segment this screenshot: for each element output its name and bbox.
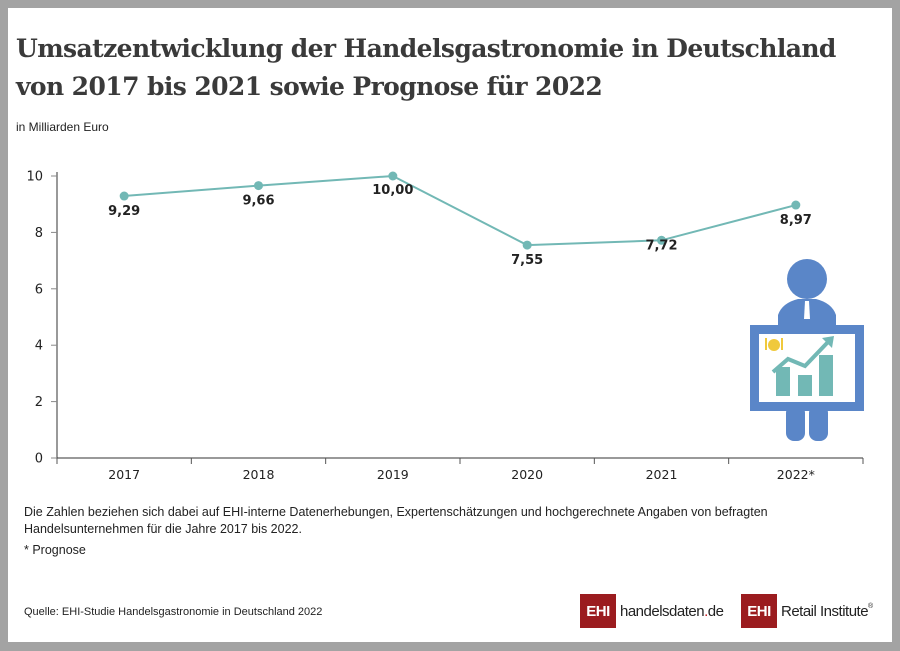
line-chart: 0 2 4 6 8 10 2017 2018 2019 2020 2021 2022* 9,29 9,66…	[26, 170, 864, 482]
logo-tld: de	[707, 602, 724, 620]
logo-handelsdaten[interactable]: EHI handelsdaten.de	[580, 594, 724, 628]
person-leg-right	[809, 405, 828, 441]
logo-text-main: handelsdaten	[620, 602, 705, 620]
data-label: 7,55	[511, 253, 543, 268]
board-trend-line	[771, 340, 830, 374]
board-trend-arrow-icon	[822, 336, 834, 348]
data-label: 9,66	[242, 194, 274, 209]
data-point	[254, 181, 263, 191]
data-label: 7,72	[645, 238, 677, 253]
y-tick-label: 10	[26, 170, 43, 185]
data-point	[657, 235, 666, 245]
x-tick-label: 2018	[243, 467, 275, 482]
person-tie	[804, 301, 810, 319]
data-label: 9,29	[108, 204, 140, 219]
registered-mark: ®	[868, 602, 873, 610]
person-leg-left	[786, 405, 805, 441]
board-bar-2	[798, 375, 812, 396]
chart-note: Die Zahlen beziehen sich dabei auf EHI-i…	[24, 504, 824, 559]
data-label: 8,97	[780, 213, 812, 228]
y-tick-label: 4	[35, 339, 43, 354]
x-tick-label: 2019	[377, 467, 409, 482]
logo-retail-institute[interactable]: EHI Retail Institute®	[741, 594, 873, 628]
data-point	[791, 200, 801, 210]
unit-label: in Milliarden Euro	[16, 120, 109, 134]
fork-icon	[765, 338, 767, 350]
logo-text-main: Retail Institute	[781, 602, 869, 620]
y-tick-label: 0	[35, 452, 43, 467]
data-point	[119, 191, 129, 201]
x-tick-label: 2021	[646, 467, 678, 482]
source-note: Quelle: EHI-Studie Handelsgastronomie in…	[24, 606, 323, 618]
chart-title: Umsatzentwicklung der Handelsgastronomie…	[16, 30, 836, 106]
x-tick-label: 2017	[108, 467, 140, 482]
board-bar-1	[776, 367, 790, 396]
board-bar-3	[819, 355, 833, 396]
person-head	[787, 259, 827, 299]
ehi-badge: EHI	[580, 594, 616, 628]
data-label: 10,00	[372, 183, 413, 198]
logo-text: handelsdaten.de	[620, 602, 724, 620]
presenter-with-chart-board-icon	[750, 259, 864, 441]
series-line	[124, 174, 797, 247]
logo-text: Retail Institute®	[781, 603, 873, 620]
plate-icon	[768, 339, 780, 351]
logo-dot: .	[704, 602, 708, 620]
y-tick-label: 8	[35, 226, 43, 241]
ehi-badge: EHI	[741, 594, 777, 628]
x-tick-label: 2020	[511, 467, 543, 482]
chart-card	[8, 8, 892, 642]
y-tick-label: 6	[35, 282, 43, 297]
knife-icon	[781, 338, 783, 350]
methodology-note: Die Zahlen beziehen sich dabei auf EHI-i…	[24, 505, 768, 536]
y-tick-label: 2	[35, 395, 43, 410]
title-line-1: Umsatzentwicklung der Handelsgastronomie…	[16, 34, 836, 63]
data-point	[388, 171, 398, 181]
x-tick-label: 2022*	[777, 467, 815, 482]
title-line-2: von 2017 bis 2021 sowie Prognose für 202…	[16, 72, 603, 101]
footnote-forecast: * Prognose	[24, 543, 86, 557]
data-point	[522, 240, 532, 250]
